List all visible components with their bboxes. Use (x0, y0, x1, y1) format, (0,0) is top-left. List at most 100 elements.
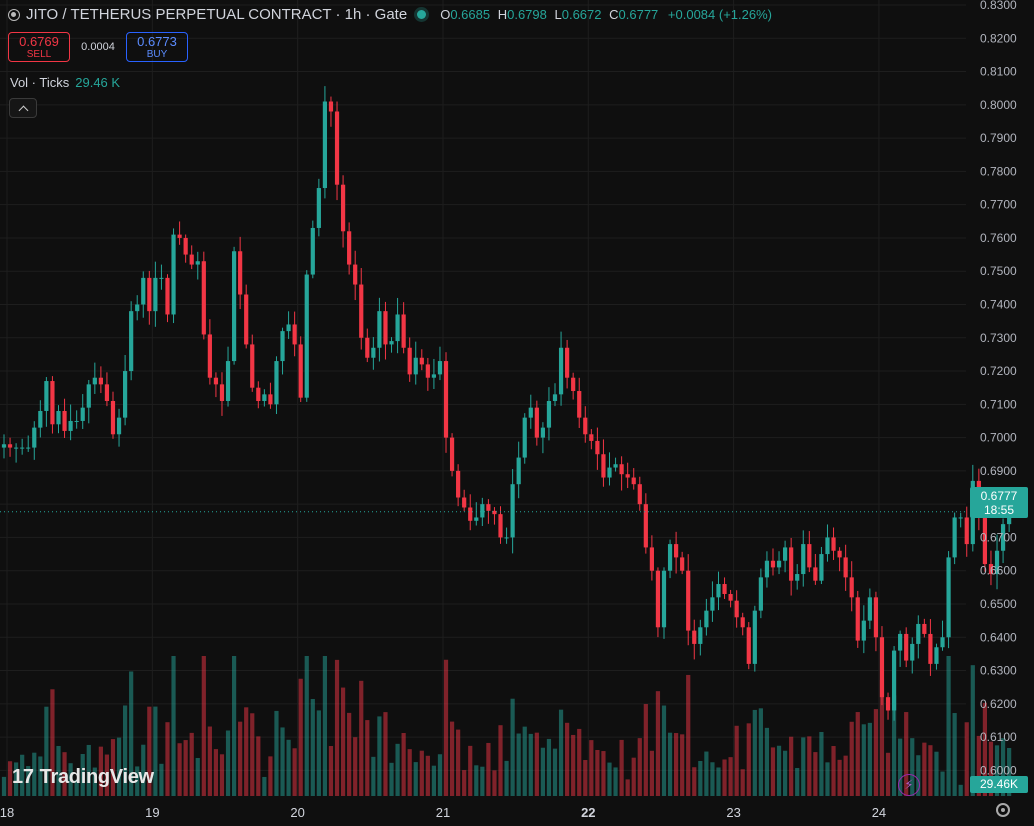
time-axis[interactable]: 18 19 20 21 22 23 24 (0, 805, 886, 820)
buy-button[interactable]: 0.6773 BUY (126, 32, 188, 62)
volume-bar (558, 709, 564, 796)
candle-body (431, 374, 437, 378)
volume-bar (1000, 738, 1006, 796)
candle-body (135, 304, 140, 312)
candle-body (292, 324, 297, 345)
candle-body (649, 547, 654, 571)
symbol-title[interactable]: JITO / TETHERUS PERPETUAL CONTRACT · 1h … (26, 6, 408, 23)
price-tick-label: 0.8300 (980, 0, 1017, 12)
symbol-icon[interactable] (8, 8, 20, 21)
candle-body (879, 637, 885, 698)
candle-body (407, 347, 412, 375)
candle-body (510, 484, 515, 538)
candle-body (262, 394, 267, 401)
tradingview-mark-icon: 17 (12, 766, 34, 788)
high-value: 0.6798 (507, 7, 547, 22)
volume-bar (667, 732, 673, 796)
candle-body (698, 627, 703, 644)
volume-bar (462, 770, 467, 796)
price-axis[interactable]: 0.8300 0.8200 0.8100 0.8000 0.7900 0.7800 0.77… (980, 0, 1017, 777)
volume-bar (970, 665, 975, 796)
price-tick-label: 0.6300 (980, 664, 1017, 678)
candle-body (631, 477, 636, 485)
volume-bar (583, 760, 588, 796)
volume-bar (546, 738, 552, 796)
volume-bar (371, 756, 376, 796)
candle-body (268, 394, 273, 405)
candle-body (958, 517, 963, 519)
candle-body (443, 361, 449, 438)
candle-body (244, 294, 249, 345)
volume-bar (680, 734, 685, 796)
candle-body (807, 544, 812, 568)
volume-bar (740, 769, 745, 796)
volume-bar (819, 731, 824, 796)
candle-body (177, 234, 182, 238)
price-tick-label: 0.7300 (980, 331, 1017, 345)
price-tick-label: 0.7700 (980, 198, 1017, 212)
volume-bar (377, 716, 382, 796)
candle-body (437, 361, 443, 375)
candle-body (565, 347, 570, 378)
volume-bar (843, 755, 848, 796)
price-tick-label: 0.6700 (980, 530, 1017, 544)
candle-body (365, 337, 370, 358)
lightning-icon[interactable]: ⚡ (898, 774, 920, 796)
low-label: L (554, 7, 562, 22)
volume-bar (916, 755, 921, 796)
volume-bar (365, 720, 370, 796)
volume-bar (189, 732, 194, 796)
volume-bar (7, 761, 13, 796)
candle-body (819, 554, 824, 581)
candle-body (910, 643, 915, 661)
volume-bar (413, 762, 418, 796)
candle-body (480, 504, 485, 518)
volume-bar (710, 762, 715, 796)
volume-bar (474, 765, 479, 796)
candle-body (316, 188, 321, 228)
volume-bar (782, 750, 788, 796)
close-label: C (609, 7, 619, 22)
tradingview-logo[interactable]: 17 TradingView (12, 766, 154, 789)
time-tick-label: 22 (581, 805, 595, 820)
price-tick-label: 0.8200 (980, 31, 1017, 45)
candle-body (655, 570, 661, 628)
candle-body (44, 381, 49, 411)
candle-body (516, 457, 521, 485)
candle-body (813, 567, 818, 581)
volume-bar (195, 758, 200, 796)
volume-bar (764, 727, 770, 796)
volume-bar (837, 759, 842, 796)
candle-body (425, 364, 430, 378)
volume-bar (795, 768, 800, 796)
candle-body (922, 623, 927, 634)
volume-bar (116, 737, 122, 796)
candle-body (377, 311, 382, 348)
volume-bar (492, 770, 497, 796)
volume-legend[interactable]: Vol · Ticks 29.46 K (10, 75, 120, 90)
volume-bar (286, 739, 291, 796)
price-tick-label: 0.7400 (980, 297, 1017, 311)
volume-bar (92, 767, 97, 796)
candle-body (686, 570, 691, 631)
volume-bar (225, 730, 231, 796)
candle-body (770, 560, 776, 568)
candle-body (38, 410, 43, 428)
volume-bar (595, 750, 600, 796)
candle-body (661, 570, 667, 628)
ohlc-values: O0.6685 H0.6798 L0.6672 C0.6777 +0.0084 … (436, 7, 772, 22)
candle-body (50, 381, 55, 425)
gear-icon[interactable] (996, 803, 1010, 817)
candle-body (831, 537, 836, 551)
volume-bar (353, 737, 358, 796)
price-tick-label: 0.7000 (980, 431, 1017, 445)
volume-bar (504, 760, 509, 796)
sell-button[interactable]: 0.6769 SELL (8, 32, 70, 62)
candle-body (934, 647, 939, 664)
volume-bar (825, 762, 830, 796)
chevron-up-icon[interactable] (9, 98, 37, 118)
candle-body (207, 334, 212, 378)
volume-bar (86, 744, 91, 796)
candle-body (534, 407, 539, 438)
